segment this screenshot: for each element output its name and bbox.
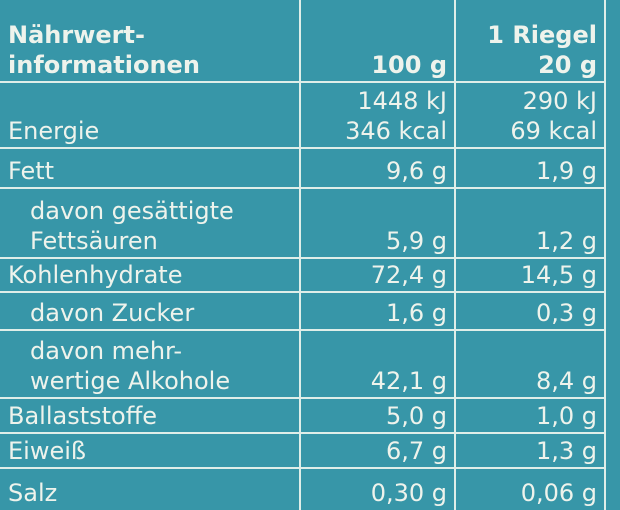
cell-text: 1,6 g bbox=[385, 299, 447, 327]
value-cell: 1,3 g bbox=[455, 433, 605, 468]
value-cell: 5,0 g bbox=[300, 398, 455, 433]
value-cell: 1,9 g bbox=[455, 148, 605, 188]
value-cell: 72,4 g bbox=[300, 258, 455, 292]
row-divider bbox=[0, 187, 605, 189]
cell-text: 9,6 g bbox=[385, 157, 447, 185]
cell-text: Kohlenhydrate bbox=[8, 261, 183, 289]
value-cell: 1448 kJ 346 kcal bbox=[300, 82, 455, 148]
label-cell: davon gesättigte Fettsäuren bbox=[0, 188, 300, 258]
label-cell: Energie bbox=[0, 82, 300, 148]
cell-text: Salz bbox=[8, 479, 58, 507]
value-cell: 6,7 g bbox=[300, 433, 455, 468]
cell-text: 20 g bbox=[538, 51, 597, 79]
cell-text: davon mehr- bbox=[30, 337, 183, 365]
cell-text: 72,4 g bbox=[370, 261, 447, 289]
value-cell: 1,0 g bbox=[455, 398, 605, 433]
row-divider bbox=[0, 432, 605, 434]
value-cell: 0,30 g bbox=[300, 468, 455, 510]
value-cell: 14,5 g bbox=[455, 258, 605, 292]
cell-text: 1,2 g bbox=[535, 227, 597, 255]
value-cell: 5,9 g bbox=[300, 188, 455, 258]
value-cell: 100 g bbox=[300, 0, 455, 82]
value-cell: 1 Riegel 20 g bbox=[455, 0, 605, 82]
cell-text: Nährwert- bbox=[8, 21, 145, 49]
label-cell: Nährwert-informationen bbox=[0, 0, 300, 82]
label-cell: davon mehr-wertige Alkohole bbox=[0, 330, 300, 398]
cell-text: informationen bbox=[8, 51, 200, 79]
cell-text: davon gesättigte bbox=[30, 197, 234, 225]
value-cell: 8,4 g bbox=[455, 330, 605, 398]
label-cell: Salz bbox=[0, 468, 300, 510]
cell-text: wertige Alkohole bbox=[30, 367, 231, 395]
label-cell: davon Zucker bbox=[0, 292, 300, 330]
cell-text: 5,0 g bbox=[385, 402, 447, 430]
cell-text: 1448 kJ bbox=[357, 87, 447, 115]
cell-text: 69 kcal bbox=[510, 117, 597, 145]
cell-text: 1,0 g bbox=[535, 402, 597, 430]
cell-text: 1 Riegel bbox=[487, 21, 597, 49]
cell-text: 6,7 g bbox=[385, 437, 447, 465]
row-divider bbox=[0, 291, 605, 293]
row-divider bbox=[0, 257, 605, 259]
value-cell: 9,6 g bbox=[300, 148, 455, 188]
cell-text: 14,5 g bbox=[520, 261, 597, 289]
cell-text: 346 kcal bbox=[345, 117, 447, 145]
label-cell: Fett bbox=[0, 148, 300, 188]
column-divider bbox=[454, 0, 456, 510]
row-divider bbox=[0, 467, 605, 469]
cell-text: Eiweiß bbox=[8, 437, 87, 465]
column-divider bbox=[604, 0, 606, 510]
row-divider bbox=[0, 81, 605, 83]
cell-text: 8,4 g bbox=[535, 367, 597, 395]
cell-text: 290 kJ bbox=[522, 87, 597, 115]
value-cell: 0,3 g bbox=[455, 292, 605, 330]
cell-text: Ballaststoffe bbox=[8, 402, 158, 430]
cell-text: Fett bbox=[8, 157, 55, 185]
label-cell: Kohlenhydrate bbox=[0, 258, 300, 292]
cell-text: 42,1 g bbox=[370, 367, 447, 395]
label-cell: Eiweiß bbox=[0, 433, 300, 468]
cell-text: 0,30 g bbox=[370, 479, 447, 507]
row-divider bbox=[0, 329, 605, 331]
row-divider bbox=[0, 397, 605, 399]
cell-text: 1,3 g bbox=[535, 437, 597, 465]
cell-text: 0,06 g bbox=[520, 479, 597, 507]
value-cell: 290 kJ 69 kcal bbox=[455, 82, 605, 148]
value-cell: 1,6 g bbox=[300, 292, 455, 330]
label-cell: Ballaststoffe bbox=[0, 398, 300, 433]
cell-text: 1,9 g bbox=[535, 157, 597, 185]
cell-text: davon Zucker bbox=[30, 299, 195, 327]
cell-text: Energie bbox=[8, 117, 100, 145]
cell-text: Fettsäuren bbox=[30, 227, 158, 255]
cell-text: 5,9 g bbox=[385, 227, 447, 255]
value-cell: 42,1 g bbox=[300, 330, 455, 398]
value-cell: 0,06 g bbox=[455, 468, 605, 510]
cell-text: 0,3 g bbox=[535, 299, 597, 327]
value-cell: 1,2 g bbox=[455, 188, 605, 258]
row-divider bbox=[0, 147, 605, 149]
cell-text: 100 g bbox=[371, 51, 447, 79]
column-divider bbox=[299, 0, 301, 510]
